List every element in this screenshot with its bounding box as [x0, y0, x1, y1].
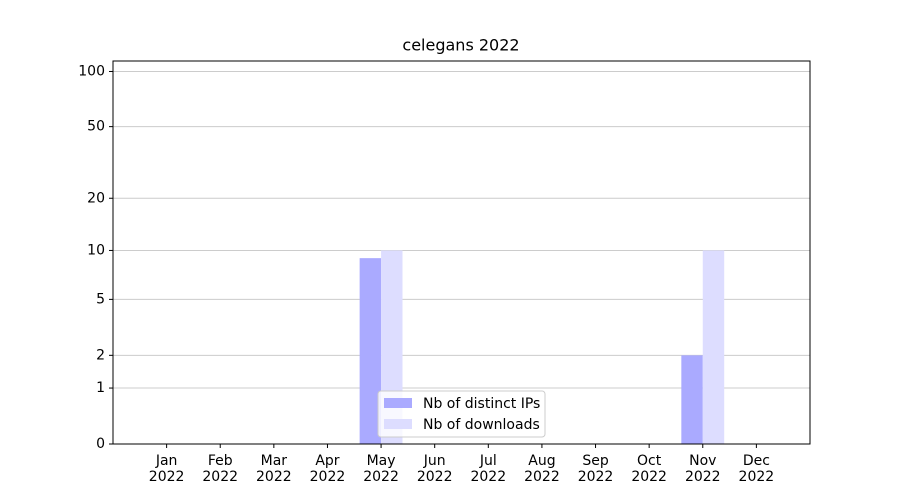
x-tick-label: Jan 2022: [148, 453, 185, 485]
y-tick-label: 5: [96, 291, 105, 307]
x-tick-label: Jul 2022: [470, 453, 507, 485]
x-tick-label: Aug 2022: [524, 453, 560, 485]
x-tick-label: Sep 2022: [577, 453, 614, 485]
x-tick-label: Oct 2022: [631, 453, 667, 485]
y-tick-label: 0: [96, 436, 105, 452]
legend-swatch: [384, 398, 412, 408]
legend-frame: [377, 390, 546, 438]
bar: [359, 258, 382, 444]
legend-label: Nb of downloads: [423, 417, 540, 433]
bar: [681, 355, 703, 444]
plot-frame: [112, 60, 811, 445]
chart-title: celegans 2022: [402, 36, 519, 55]
y-tick-label: 2: [96, 347, 105, 363]
legend-label: Nb of distinct IPs: [423, 396, 540, 412]
y-tick-label: 20: [87, 190, 105, 206]
x-tick-label: Apr 2022: [309, 453, 346, 485]
x-tick-label: Nov 2022: [684, 453, 721, 485]
legend: Nb of distinct IPs Nb of downloads: [377, 390, 546, 438]
x-tick-label: Feb 2022: [202, 453, 239, 485]
x-tick-label: Jun 2022: [416, 453, 453, 485]
y-tick-label: 10: [87, 242, 105, 258]
x-tick-label: Mar 2022: [256, 453, 292, 485]
y-tick-label: 1: [96, 380, 105, 396]
bar: [702, 250, 725, 444]
x-tick-label: May 2022: [363, 453, 399, 485]
y-tick-label: 100: [78, 63, 105, 79]
legend-swatch: [384, 419, 412, 429]
y-tick-label: 50: [87, 119, 105, 135]
x-tick-label: Dec 2022: [738, 453, 775, 485]
